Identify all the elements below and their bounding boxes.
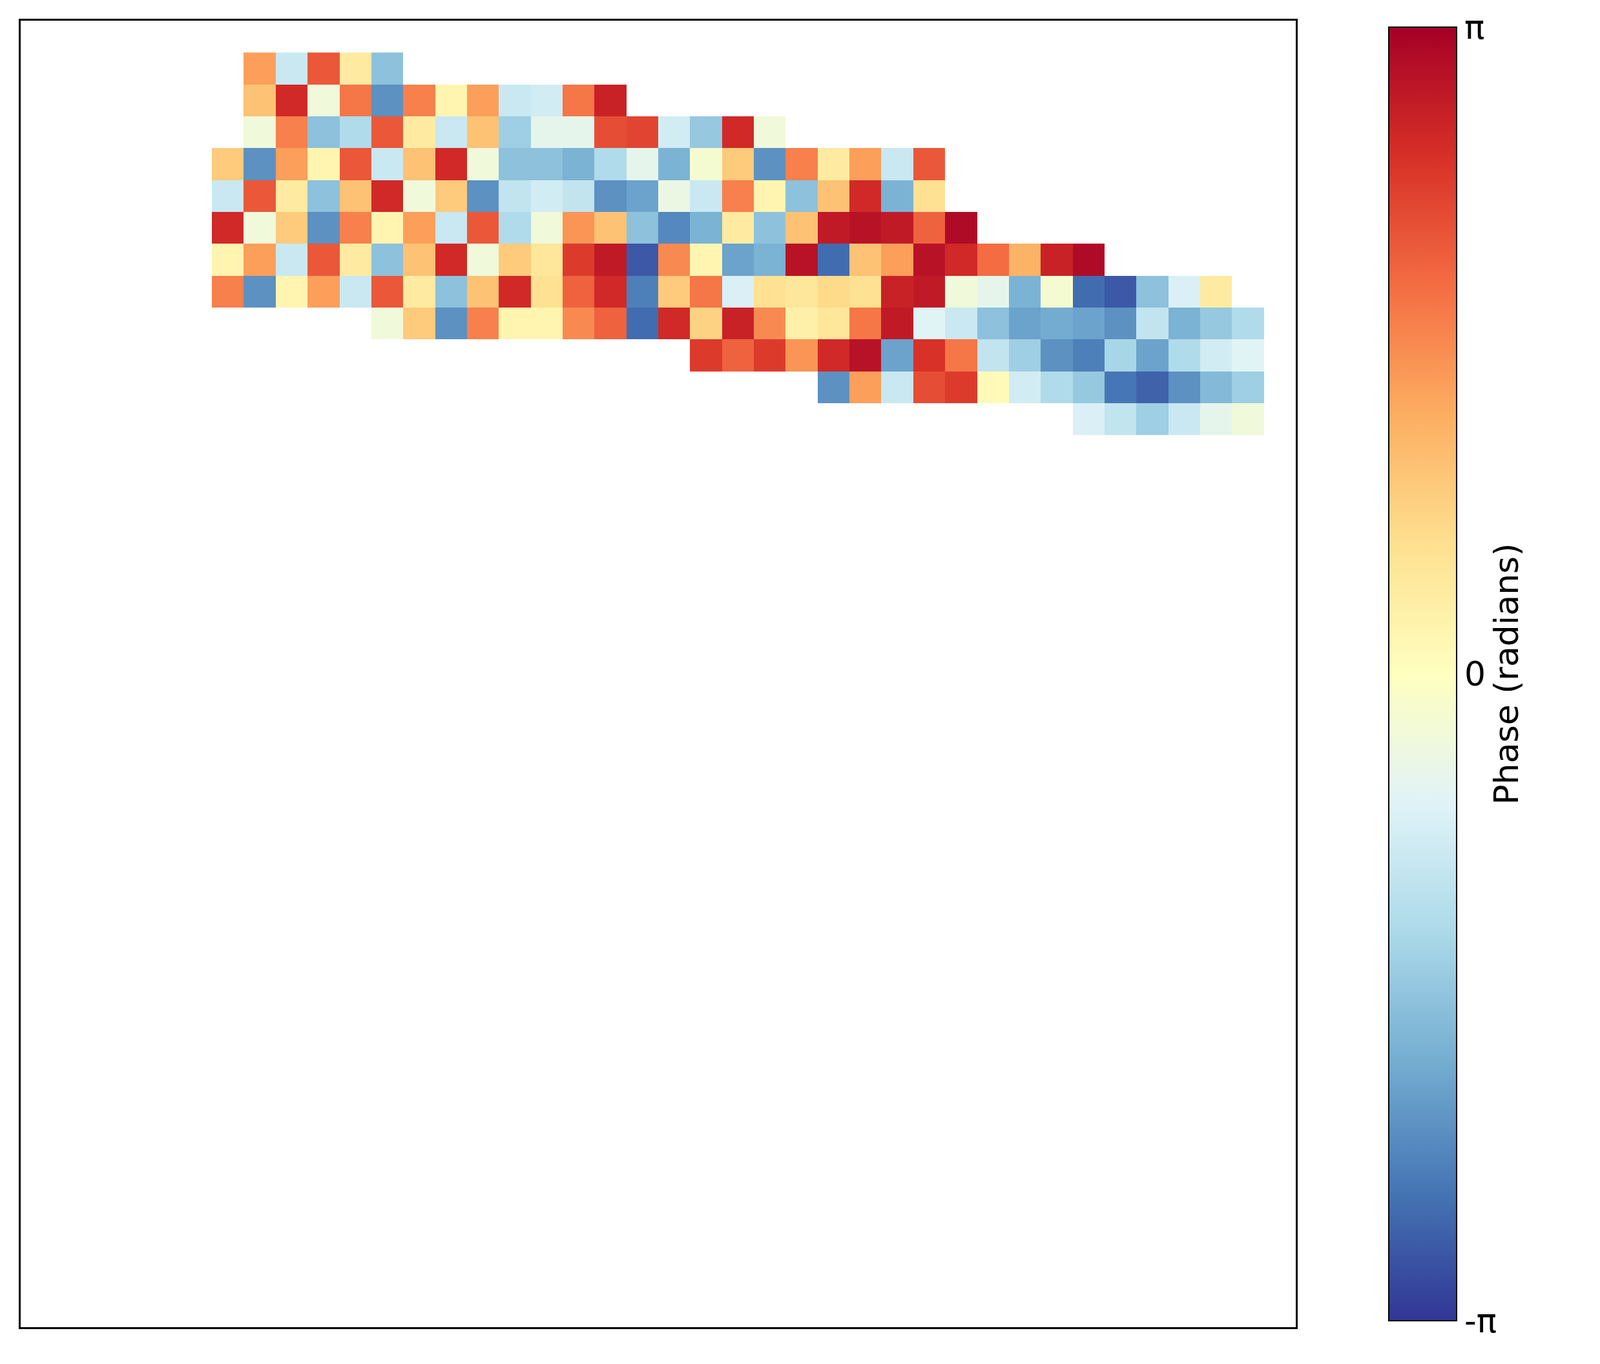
svg-text:Phase (radians): Phase (radians): [1486, 543, 1526, 805]
svg-text:π: π: [1464, 7, 1485, 47]
svg-text:-π: -π: [1464, 1300, 1497, 1340]
svg-text:0: 0: [1464, 654, 1486, 694]
